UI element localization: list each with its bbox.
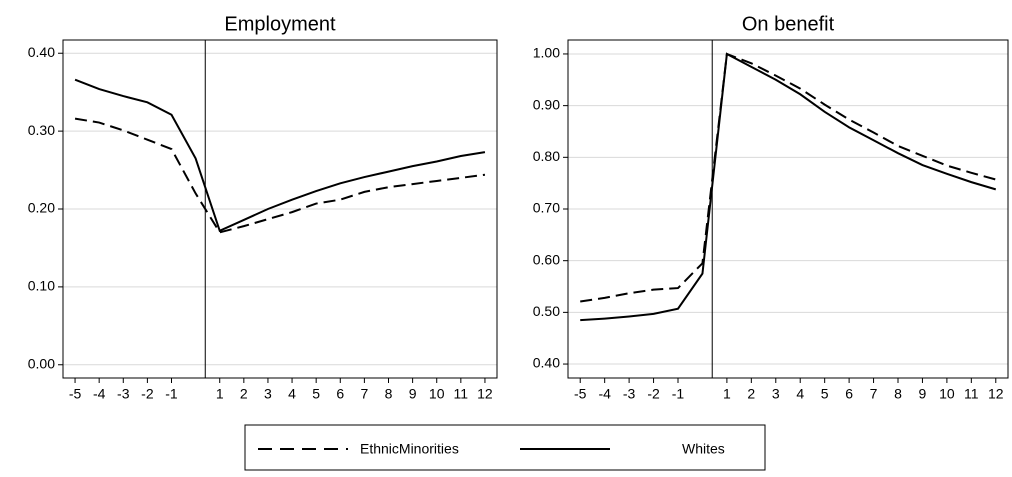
y-tick-label: 0.30 (28, 122, 55, 138)
y-tick-label: 0.50 (533, 303, 560, 319)
y-tick-label: 0.40 (28, 44, 55, 60)
x-tick-label: 3 (264, 386, 272, 402)
x-tick-label: -3 (117, 386, 130, 402)
y-tick-label: 0.20 (28, 200, 55, 216)
x-tick-label: -2 (647, 386, 660, 402)
x-tick-label: -1 (672, 386, 685, 402)
plot-frame (62, 39, 498, 379)
x-tick-label: 1 (723, 386, 731, 402)
x-tick-label: 10 (939, 386, 955, 402)
x-tick-label: 6 (845, 386, 853, 402)
data-line (580, 52, 997, 322)
y-tick-label: 0.40 (533, 355, 560, 371)
data-line (74, 78, 486, 233)
x-tick-label: 3 (772, 386, 780, 402)
x-tick-label: 9 (409, 386, 417, 402)
x-tick-label: 11 (964, 386, 979, 402)
y-tick-label: 0.00 (28, 355, 55, 371)
legend-label: Whites (682, 441, 725, 457)
y-tick-label: 0.70 (533, 200, 560, 216)
y-tick-label: 0.80 (533, 148, 560, 164)
x-tick-label: -2 (141, 386, 154, 402)
x-tick-label: 5 (312, 386, 320, 402)
x-tick-label: -4 (598, 386, 611, 402)
x-tick-label: 6 (336, 386, 344, 402)
y-tick-label: 0.10 (28, 278, 55, 294)
x-tick-label: 12 (477, 386, 493, 402)
x-tick-label: 10 (429, 386, 445, 402)
plot-frame (567, 39, 1009, 379)
legend-label: EthnicMinorities (360, 441, 459, 457)
data-line (74, 117, 486, 234)
x-tick-label: 9 (919, 386, 927, 402)
x-tick-label: 2 (240, 386, 248, 402)
x-tick-label: -3 (623, 386, 636, 402)
y-tick-label: 0.90 (533, 96, 560, 112)
x-tick-label: 8 (385, 386, 393, 402)
x-tick-label: -5 (574, 386, 587, 402)
x-tick-label: 1 (216, 386, 224, 402)
legend-box (244, 424, 766, 471)
x-tick-label: 4 (796, 386, 804, 402)
x-tick-label: -1 (165, 386, 178, 402)
x-tick-label: 4 (288, 386, 296, 402)
x-tick-label: 12 (988, 386, 1004, 402)
y-tick-label: 0.60 (533, 251, 560, 267)
data-line (580, 52, 997, 303)
x-tick-label: 7 (360, 386, 368, 402)
x-tick-label: 2 (747, 386, 755, 402)
x-tick-label: 11 (454, 386, 469, 402)
y-tick-label: 1.00 (533, 45, 560, 61)
chart-title: On benefit (742, 13, 835, 35)
x-tick-label: -5 (69, 386, 82, 402)
x-tick-label: 5 (821, 386, 829, 402)
x-tick-label: -4 (93, 386, 106, 402)
chart-title: Employment (224, 13, 336, 35)
x-tick-label: 7 (870, 386, 878, 402)
x-tick-label: 8 (894, 386, 902, 402)
